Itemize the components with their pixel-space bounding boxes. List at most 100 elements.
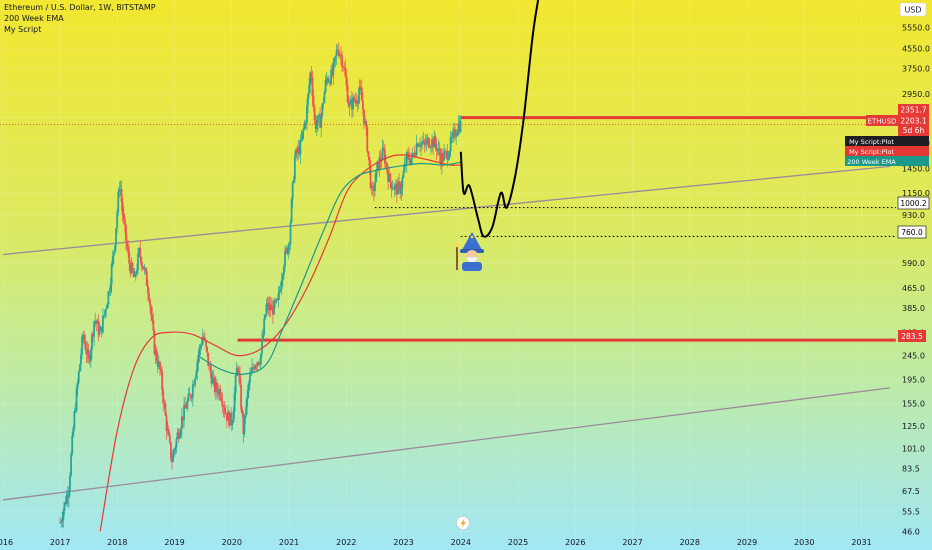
candle-body	[62, 510, 65, 520]
candle-body	[139, 248, 142, 258]
x-tick-label: 2025	[508, 538, 528, 547]
candle-body	[178, 434, 181, 439]
candle-body	[95, 320, 98, 324]
candle-body	[193, 384, 195, 386]
candle-body	[164, 403, 167, 416]
candle-body	[243, 414, 246, 434]
tag-symbol-box	[866, 115, 898, 126]
candle-body	[430, 146, 432, 148]
time-axis[interactable]: 2016 2017 2018 2019 2020 2021 2022 2023 2024 2025…	[0, 538, 872, 547]
candle-body	[208, 364, 211, 366]
candle-body	[99, 326, 102, 331]
candle-body	[220, 396, 223, 402]
ema-200-line	[99, 154, 461, 532]
candle-body	[223, 407, 226, 413]
candle-body	[402, 171, 405, 178]
candle-body	[387, 171, 390, 182]
candle-body	[390, 182, 393, 190]
candle-body	[103, 315, 105, 317]
candle-body	[263, 318, 266, 335]
tag-script-red-text: My Script:Plot	[849, 148, 894, 156]
candle-body	[225, 414, 228, 421]
candle-body	[347, 102, 350, 107]
lightning-icon[interactable]	[456, 516, 470, 530]
candle-body	[256, 362, 259, 366]
candle-body	[93, 321, 96, 337]
candle-body	[82, 334, 85, 337]
price-axis[interactable]: 5550.04550.03750.02950.02351.71850.01450…	[902, 23, 930, 536]
x-tick-label: 2023	[393, 538, 413, 547]
candle-body	[318, 114, 320, 116]
candle-body	[145, 271, 148, 287]
candle-body	[397, 181, 399, 195]
candle-body	[129, 263, 132, 274]
candle-body	[77, 371, 80, 383]
candle-body	[264, 315, 267, 319]
y-tick-label: 385.0	[902, 304, 925, 313]
candle-body	[65, 494, 68, 504]
candle-body	[72, 428, 75, 436]
candle-body	[423, 140, 426, 143]
candle-body	[241, 409, 244, 414]
x-tick-label: 2028	[680, 538, 700, 547]
candle-body	[352, 97, 354, 110]
y-tick-label: 83.5	[902, 465, 920, 474]
candle-body	[190, 397, 193, 399]
candle-body	[134, 272, 137, 275]
candle-body	[59, 522, 62, 524]
candle-body	[245, 398, 248, 415]
candle-body	[286, 248, 289, 254]
x-tick-label: 2021	[279, 538, 299, 547]
x-tick-label: 2020	[222, 538, 242, 547]
candle-body	[265, 304, 268, 316]
candle-body	[447, 156, 450, 161]
tag-script-black-box	[845, 136, 898, 146]
candle-body	[254, 365, 257, 369]
candle-body	[320, 115, 323, 128]
candle-body	[317, 115, 319, 124]
candle-body	[64, 502, 67, 504]
candles	[59, 41, 462, 528]
candle-body	[83, 334, 86, 341]
x-tick-label: 2027	[622, 538, 642, 547]
candle-body	[405, 152, 408, 164]
candle-body	[448, 151, 451, 157]
candle-body	[420, 143, 422, 147]
candle-body	[196, 362, 199, 373]
candle-body	[186, 400, 189, 409]
candle-body	[140, 257, 143, 266]
candle-body	[98, 330, 101, 335]
candle-body	[242, 413, 245, 434]
candle-body	[321, 103, 324, 116]
candle-body	[153, 330, 156, 355]
x-tick-label: 2016	[0, 538, 13, 547]
candle-body	[182, 416, 184, 421]
candle-body	[426, 137, 429, 140]
candle-body	[312, 96, 315, 108]
candle-body	[341, 55, 343, 67]
candle-body	[383, 149, 386, 164]
candle-body	[84, 340, 87, 350]
candle-body	[431, 139, 433, 147]
candle-body	[315, 123, 318, 129]
candle-body	[280, 280, 283, 289]
tag-1000-box	[897, 196, 930, 210]
candle-body	[115, 228, 117, 246]
candle-body	[438, 148, 441, 156]
candle-body	[266, 303, 269, 305]
candle-body	[163, 403, 166, 405]
candle-body	[229, 412, 232, 426]
candle-body	[202, 336, 205, 338]
candle-body	[125, 224, 127, 241]
candle-body	[167, 429, 170, 436]
candle-body	[143, 268, 146, 270]
currency-badge[interactable]: USD	[904, 6, 921, 15]
candle-body	[154, 349, 157, 355]
candle-body	[160, 369, 162, 372]
candle-body	[401, 177, 404, 189]
candle-body	[274, 300, 277, 303]
candle-body	[71, 435, 74, 455]
candle-body	[287, 245, 290, 254]
candle-body	[240, 384, 243, 410]
